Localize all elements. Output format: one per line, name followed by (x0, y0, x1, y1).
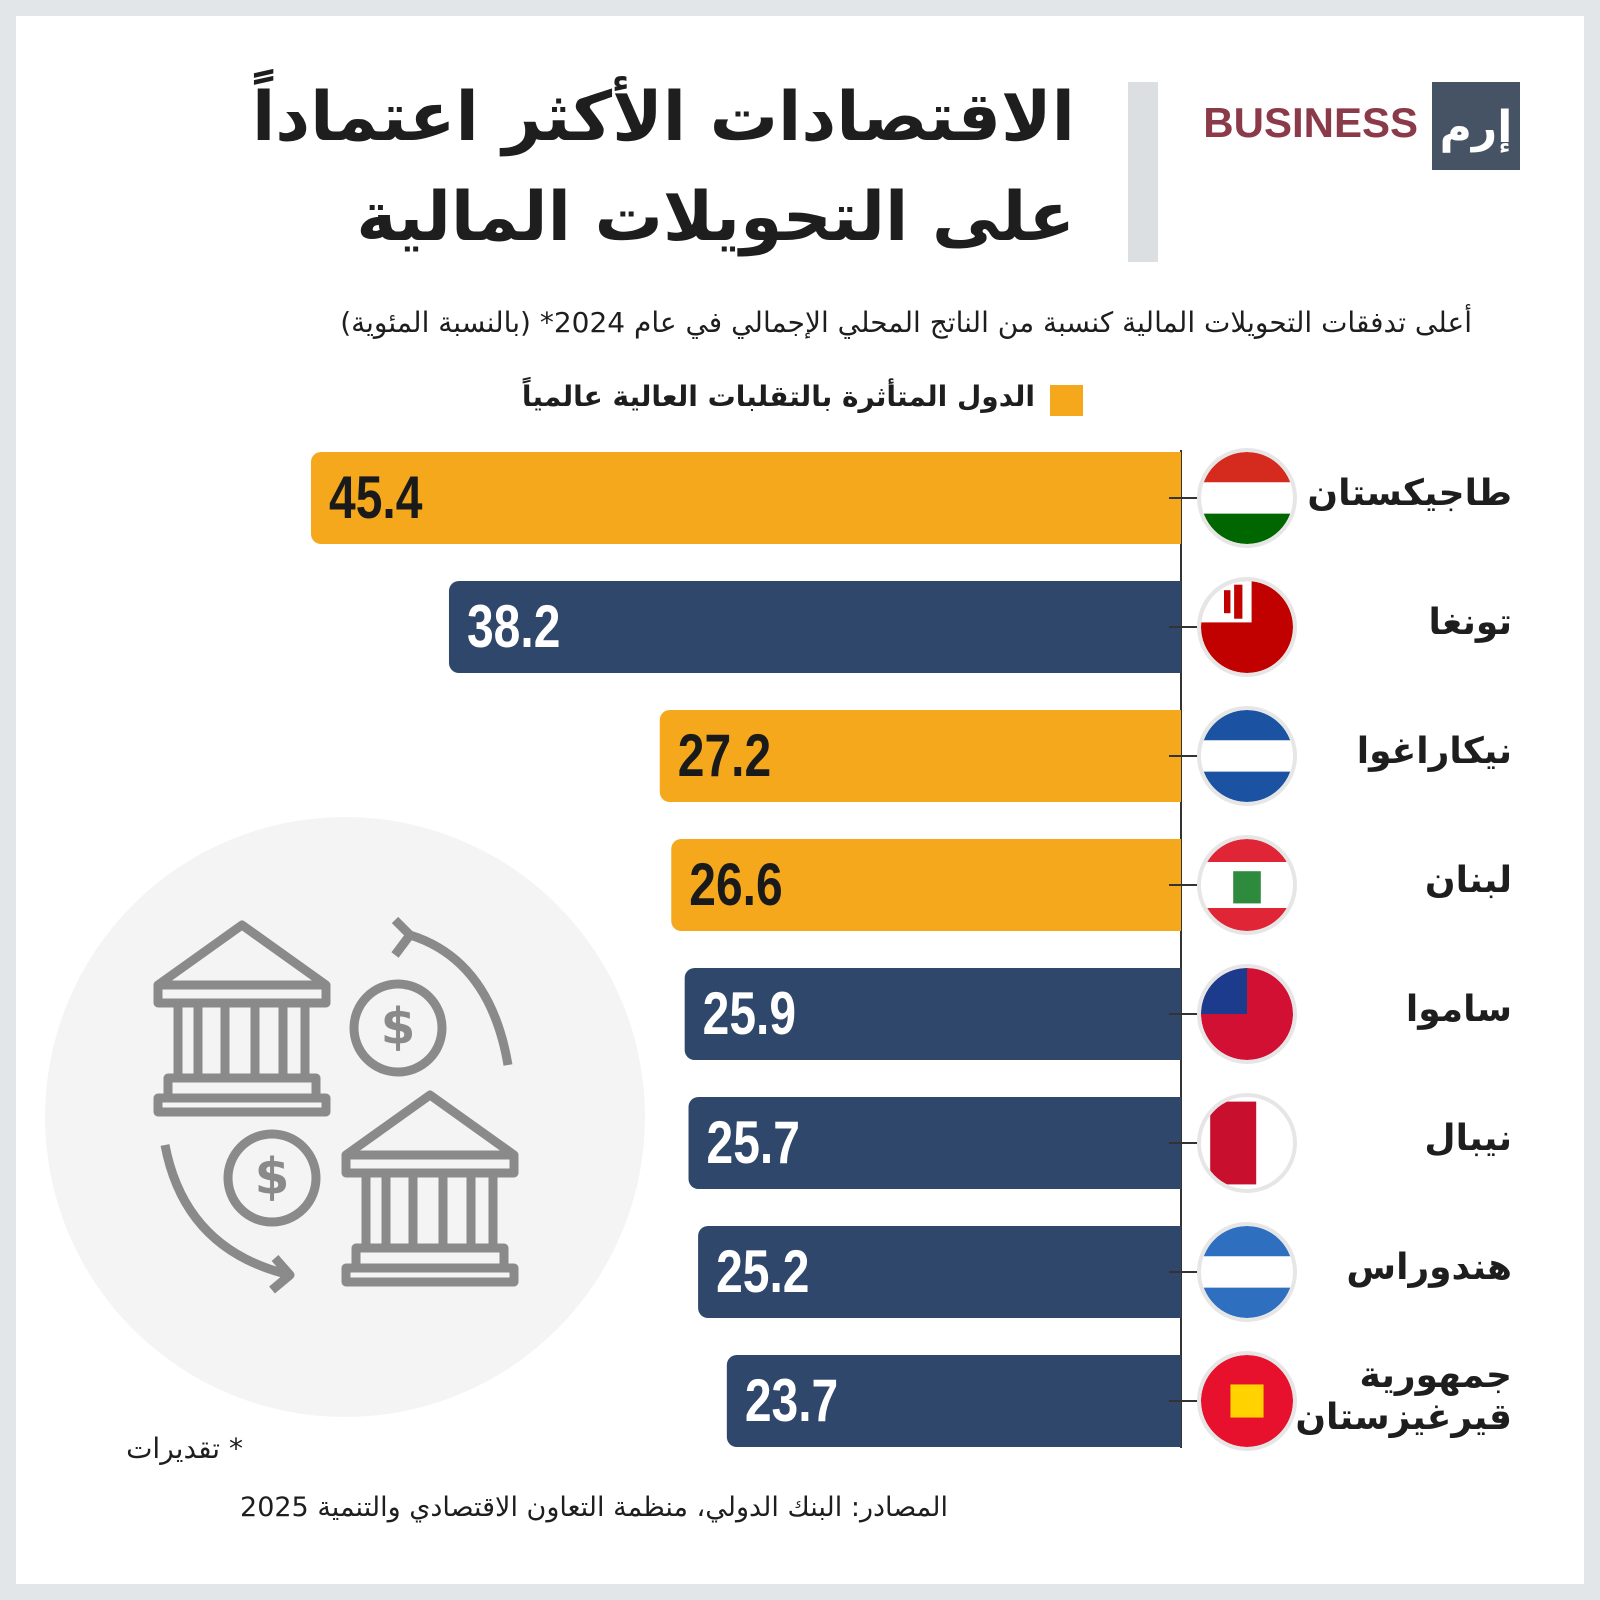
category-label: نيبال (1424, 1118, 1512, 1159)
category-label: طاجيكستان (1307, 473, 1512, 514)
flag-part (1233, 871, 1261, 904)
flag-part (1201, 513, 1293, 544)
category-label: نيكاراغوا (1356, 731, 1512, 772)
flag-part (1230, 1384, 1264, 1418)
flag (1201, 968, 1293, 1060)
flag-part (1201, 1287, 1293, 1318)
flag-ring (1197, 706, 1297, 806)
flag (1201, 839, 1293, 931)
category-label: لبنان (1424, 860, 1512, 901)
bar (448, 581, 1181, 673)
flag (1201, 452, 1293, 544)
bar (311, 452, 1181, 544)
value-label: 25.2 (716, 1238, 809, 1305)
legend-label: الدول المتأثرة بالتقلبات العالية عالمياً (521, 380, 1035, 413)
flag-part (1210, 1101, 1257, 1185)
flag (1201, 1355, 1293, 1447)
flag-ring (1197, 835, 1297, 935)
flag (1201, 1097, 1293, 1189)
flag-part (1201, 452, 1293, 483)
flag-ring (1197, 448, 1297, 548)
value-label: 25.9 (703, 980, 796, 1047)
illustration-bg (45, 817, 645, 1417)
category-label: هندوراس (1346, 1247, 1512, 1288)
flag-part (1201, 740, 1293, 772)
flag-part (1201, 1256, 1293, 1288)
bar (659, 710, 1181, 802)
flag-part (1201, 710, 1293, 741)
category-label: تونغا (1428, 602, 1512, 643)
flag (1201, 581, 1293, 673)
flag-ring (1197, 964, 1297, 1064)
flag-part (1224, 590, 1231, 614)
title-line: الاقتصادات الأكثر اعتماداً (251, 78, 1075, 157)
divider (1128, 82, 1158, 262)
value-label: 23.7 (745, 1367, 838, 1434)
logo-box (1432, 82, 1520, 170)
flag (1201, 1226, 1293, 1318)
flag-part (1201, 482, 1293, 514)
value-label: 27.2 (678, 722, 771, 789)
legend-swatch (1050, 385, 1083, 416)
flag-ring (1197, 1093, 1297, 1193)
bar (726, 1355, 1181, 1447)
title-line: على التحويلات المالية (356, 178, 1075, 257)
bar (671, 839, 1181, 931)
value-label: 26.6 (689, 851, 782, 918)
brand-name: BUSINESS (1203, 99, 1418, 146)
bar (684, 968, 1181, 1060)
bar (698, 1226, 1181, 1318)
flag-part (1201, 1226, 1293, 1257)
flag-ring (1197, 1351, 1297, 1451)
value-label: 38.2 (467, 593, 560, 660)
source: المصادر: البنك الدولي، منظمة التعاون الا… (240, 1492, 948, 1523)
flag (1201, 710, 1293, 802)
dollar: $ (381, 998, 416, 1056)
flag-part (1234, 584, 1243, 619)
category-label: ساموا (1405, 989, 1512, 1030)
logo: إرم (1440, 102, 1513, 153)
dollar: $ (255, 1148, 290, 1206)
bar (688, 1097, 1181, 1189)
flag-part (1201, 968, 1247, 1014)
flag-ring (1197, 1222, 1297, 1322)
flag-part (1201, 771, 1293, 802)
bank-icons (153, 916, 519, 1294)
subtitle: أعلى تدفقات التحويلات المالية كنسبة من ا… (340, 306, 1472, 339)
flag-ring (1197, 577, 1297, 677)
value-label: 25.7 (707, 1109, 800, 1176)
category-label: جمهورية قيرغيزستان (1295, 1355, 1512, 1438)
value-label: 45.4 (329, 464, 422, 531)
footnote: * تقديرات (126, 1432, 243, 1465)
